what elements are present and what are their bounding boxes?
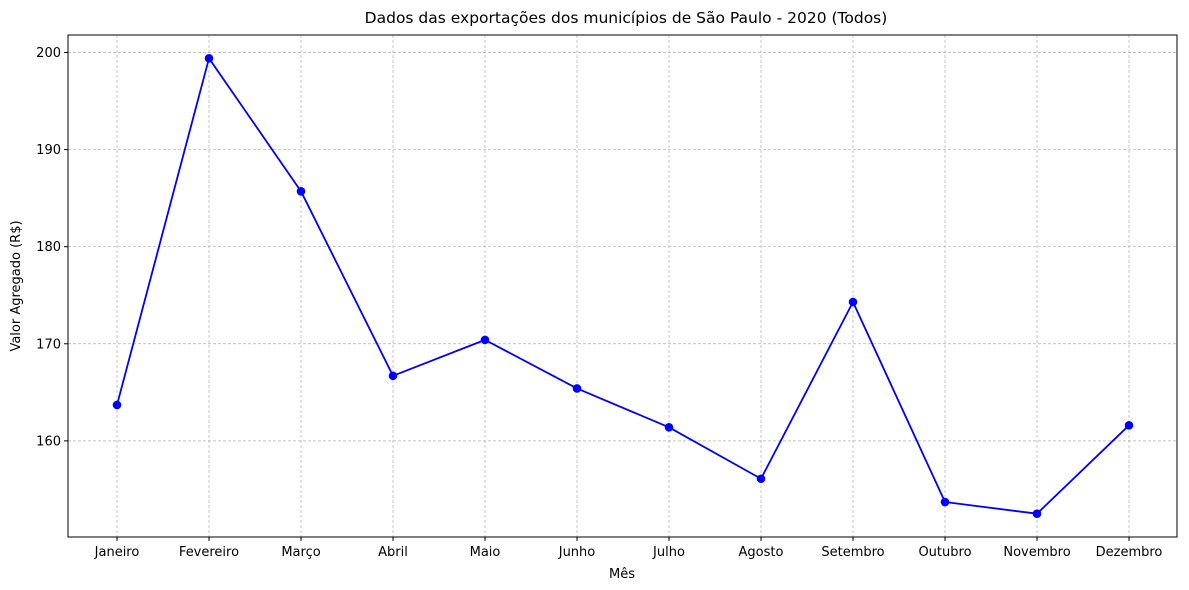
data-point-marker bbox=[1124, 421, 1134, 430]
data-point-marker bbox=[848, 297, 858, 307]
grid bbox=[68, 35, 1177, 537]
y-axis-label: Valor Agregado (R$) bbox=[9, 220, 24, 351]
x-tick-label: Setembro bbox=[821, 545, 884, 560]
data-point-marker bbox=[480, 335, 490, 345]
chart-title: Dados das exportações dos municípios de … bbox=[365, 9, 888, 27]
x-tick-label: Julho bbox=[652, 545, 685, 560]
series-line-layer bbox=[116, 57, 1130, 515]
y-tick-label: 160 bbox=[36, 434, 61, 449]
y-tick-label: 200 bbox=[36, 46, 61, 61]
x-tick-label: Março bbox=[281, 545, 320, 560]
data-point-marker bbox=[112, 400, 122, 410]
series-line bbox=[116, 57, 1130, 515]
x-tick-label: Dezembro bbox=[1096, 545, 1163, 560]
x-tick-label: Janeiro bbox=[94, 545, 140, 560]
data-point-marker bbox=[664, 422, 674, 432]
y-tick-label: 170 bbox=[36, 337, 61, 352]
x-tick-label: Outubro bbox=[918, 545, 971, 560]
data-point-marker bbox=[1032, 509, 1042, 518]
series-markers bbox=[112, 54, 1134, 518]
x-axis: Janeiro Fevereiro Março Abril Maio Junho Julho… bbox=[94, 537, 1163, 560]
x-tick-label: Maio bbox=[470, 545, 501, 560]
plot-area-frame bbox=[67, 34, 1178, 538]
data-point-marker bbox=[388, 371, 398, 381]
y-tick-label: 190 bbox=[36, 143, 61, 158]
x-tick-label: Fevereiro bbox=[179, 545, 239, 560]
x-tick-label: Abril bbox=[378, 545, 408, 560]
data-point-marker bbox=[940, 497, 950, 507]
data-point-marker bbox=[296, 187, 306, 196]
data-point-marker bbox=[756, 474, 766, 484]
y-axis: 160 170 180 190 200 bbox=[36, 46, 68, 449]
x-axis-label: Mês bbox=[609, 567, 635, 582]
x-tick-label: Novembro bbox=[1003, 545, 1070, 560]
y-tick-label: 180 bbox=[36, 240, 61, 255]
x-tick-label: Agosto bbox=[739, 545, 784, 560]
data-point-marker bbox=[204, 54, 214, 63]
data-point-marker bbox=[572, 384, 582, 393]
x-tick-label: Junho bbox=[558, 545, 596, 560]
